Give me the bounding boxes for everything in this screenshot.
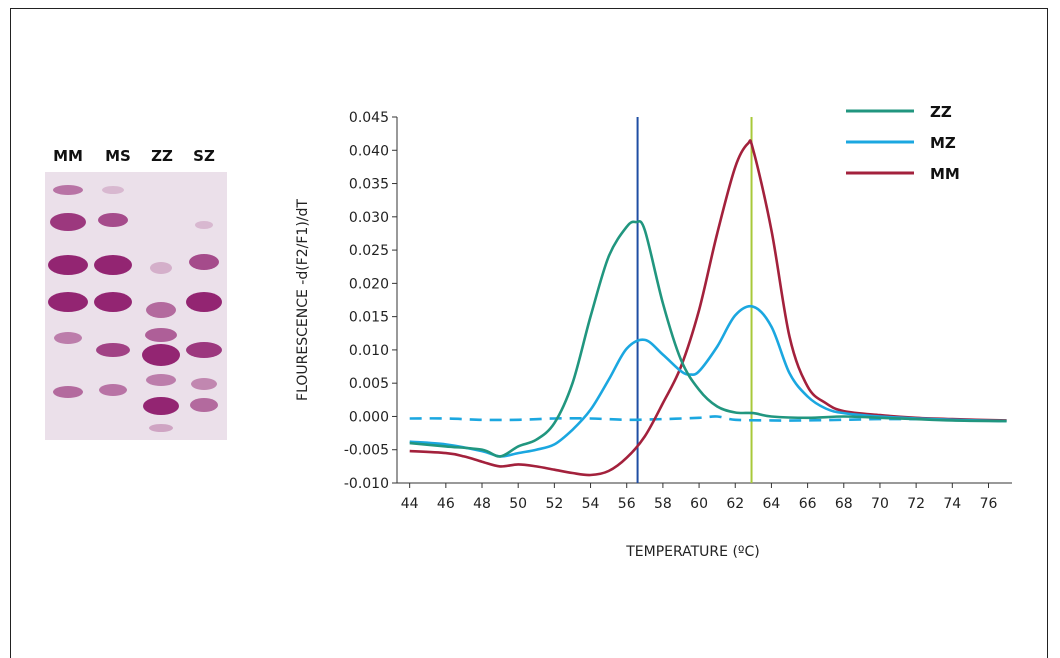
gel-band xyxy=(146,374,176,386)
gel-lane-label: MS xyxy=(105,147,131,165)
x-tick-label: 56 xyxy=(618,496,636,512)
gel-band xyxy=(50,213,86,231)
x-tick-label: 54 xyxy=(582,496,600,512)
y-tick-label: 0.040 xyxy=(349,143,389,159)
gel-band xyxy=(48,292,88,312)
gel-band xyxy=(94,255,132,275)
x-tick-label: 46 xyxy=(437,496,455,512)
gel-band xyxy=(48,255,88,275)
gel-band xyxy=(186,292,222,312)
gel-band xyxy=(191,378,217,390)
x-tick-label: 74 xyxy=(943,496,961,512)
gel-band xyxy=(53,386,83,398)
gel-band xyxy=(150,262,172,274)
gel-lane-label: SZ xyxy=(193,147,215,165)
x-tick-label: 64 xyxy=(763,496,781,512)
gel-band xyxy=(142,344,180,366)
melting-curve-chart: 0.045 0.040 0.035 0.030 0.025 0.020 0.015 0.010… xyxy=(295,103,1012,560)
y-tick-label: 0.025 xyxy=(349,243,389,259)
gel-band xyxy=(102,186,124,194)
x-tick-label: 62 xyxy=(726,496,744,512)
y-tick-label: 0.000 xyxy=(349,409,389,425)
legend-label: MZ xyxy=(930,134,956,152)
y-tick-label: 0.010 xyxy=(349,343,389,359)
series-line-mz xyxy=(409,304,1007,458)
y-axis: 0.045 0.040 0.035 0.030 0.025 0.020 0.015 0.010… xyxy=(344,110,398,492)
x-tick-label: 60 xyxy=(690,496,708,512)
y-tick-label: 0.035 xyxy=(349,177,389,193)
gel-band xyxy=(149,424,173,432)
x-tick-label: 44 xyxy=(401,496,419,512)
y-tick-label: 0.020 xyxy=(349,276,389,292)
gel-band xyxy=(94,292,132,312)
x-axis-label: TEMPERATURE (ºC) xyxy=(625,544,760,560)
gel-band xyxy=(195,221,213,229)
x-tick-label: 70 xyxy=(871,496,889,512)
x-axis: 44 46 48 50 52 54 56 58 60 62 64 66 68 70 72 74 76 xyxy=(397,482,1012,512)
y-axis-label: FLOURESCENCE -d(F2/F1)/dT xyxy=(295,199,311,401)
legend: ZZ MZ MM xyxy=(846,103,960,183)
gel-lane-label: ZZ xyxy=(151,147,173,165)
x-tick-label: 48 xyxy=(473,496,491,512)
gel-band xyxy=(54,332,82,344)
series-line-zz xyxy=(409,219,1007,458)
gel-band xyxy=(145,328,177,342)
y-tick-label: 0.045 xyxy=(349,110,389,126)
legend-label: ZZ xyxy=(930,103,952,121)
series-lines xyxy=(409,139,1007,477)
x-tick-label: 72 xyxy=(907,496,925,512)
y-tick-label: 0.015 xyxy=(349,310,389,326)
gel-bands xyxy=(48,185,222,432)
series-line-baseline xyxy=(409,415,1007,423)
gel-band xyxy=(189,254,219,270)
series-line-mm xyxy=(409,139,1007,477)
gel-band xyxy=(53,185,83,195)
gel-band xyxy=(146,302,176,318)
x-tick-label: 50 xyxy=(509,496,527,512)
x-tick-label: 66 xyxy=(799,496,817,512)
legend-label: MM xyxy=(930,165,960,183)
y-tick-label: -0.010 xyxy=(344,476,389,492)
x-tick-label: 52 xyxy=(545,496,563,512)
y-tick-label: 0.030 xyxy=(349,210,389,226)
vertical-markers xyxy=(636,117,753,483)
gel-band xyxy=(190,398,218,412)
gel-band xyxy=(98,213,128,227)
gel-band xyxy=(99,384,127,396)
y-tick-label: 0.005 xyxy=(349,376,389,392)
gel-band xyxy=(186,342,222,358)
gel-band xyxy=(143,397,179,415)
gel-band xyxy=(96,343,130,357)
gel-electrophoresis-image: MM MS ZZ SZ xyxy=(45,147,227,440)
gel-lane-label: MM xyxy=(53,147,83,165)
x-tick-label: 68 xyxy=(835,496,853,512)
x-tick-label: 58 xyxy=(654,496,672,512)
y-tick-label: -0.005 xyxy=(344,443,389,459)
x-tick-label: 76 xyxy=(980,496,998,512)
